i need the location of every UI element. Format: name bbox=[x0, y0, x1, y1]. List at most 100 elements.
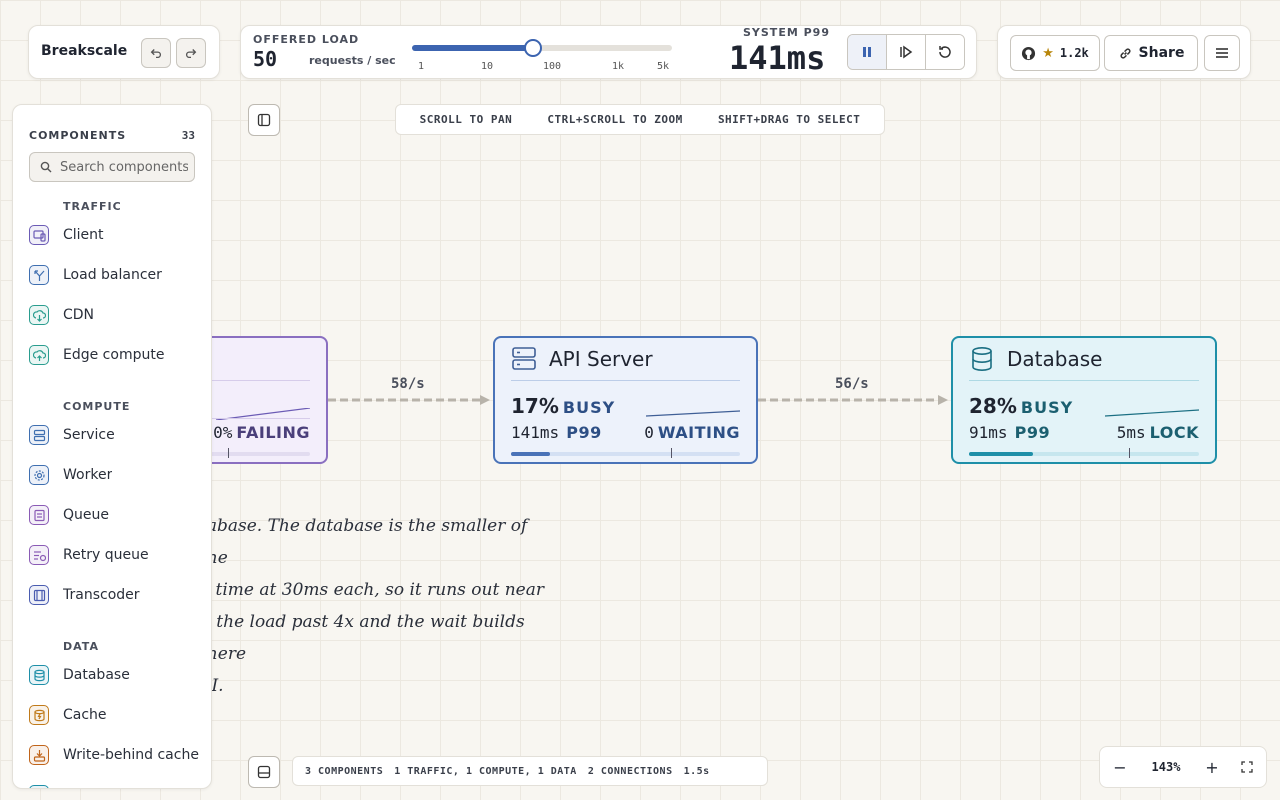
api-busy: 17% BUSY bbox=[511, 394, 615, 418]
load-slider-fill bbox=[412, 45, 533, 51]
sidebar-item-label: CDN bbox=[63, 307, 95, 323]
sidebar-item-label: Read replica bbox=[63, 787, 150, 788]
load-panel: OFFERED LOAD 50 requests / sec 1 10 100 … bbox=[240, 25, 977, 79]
sidebar-item-cdn[interactable]: CDN bbox=[29, 303, 199, 327]
sidebar-title: COMPONENTS bbox=[29, 129, 127, 142]
p99-label: P99 bbox=[1014, 423, 1051, 442]
busy-bar-fill bbox=[969, 452, 1034, 456]
edge-api-db[interactable] bbox=[758, 395, 948, 405]
load-balancer-icon bbox=[29, 265, 49, 285]
undo-icon bbox=[150, 49, 161, 59]
load-tick: 100 bbox=[542, 61, 562, 72]
edge-client-api[interactable] bbox=[328, 395, 490, 405]
share-label: Share bbox=[1138, 45, 1185, 61]
sidebar-toggle-icon bbox=[257, 113, 271, 127]
sidebar-item-queue[interactable]: Queue bbox=[29, 503, 199, 527]
status-breakdown: 1 TRAFFIC, 1 COMPUTE, 1 DATA bbox=[394, 765, 577, 777]
node-database[interactable]: Database 28% BUSY 91ms P99 5ms LOCK bbox=[951, 336, 1217, 464]
offered-load-label: OFFERED LOAD bbox=[253, 33, 360, 46]
edge-rate-label: 58/s bbox=[391, 376, 425, 392]
load-slider[interactable] bbox=[412, 39, 672, 57]
sidebar-item-label: Worker bbox=[63, 467, 113, 483]
api-waiting: 0 WAITING bbox=[644, 423, 740, 442]
system-p99-label: SYSTEM P99 bbox=[743, 26, 830, 39]
sparkline bbox=[1105, 409, 1199, 417]
cache-icon bbox=[29, 705, 49, 725]
note-line: g the load past 4x and the wait builds t… bbox=[200, 612, 525, 664]
sidebar-item-service[interactable]: Service bbox=[29, 423, 199, 447]
client-bar bbox=[198, 448, 310, 458]
canvas-hints: SCROLL TO PAN CTRL+SCROLL TO ZOOM SHIFT+… bbox=[395, 104, 885, 135]
pause-button[interactable] bbox=[848, 35, 887, 69]
worker-icon bbox=[29, 465, 49, 485]
failing-label: FAILING bbox=[236, 423, 310, 442]
sidebar-item-client[interactable]: Client bbox=[29, 223, 199, 247]
transcoder-icon bbox=[29, 585, 49, 605]
offered-load-unit: requests / sec bbox=[309, 54, 396, 67]
api-p99: 141ms P99 bbox=[511, 423, 602, 442]
read-replica-icon bbox=[29, 785, 49, 788]
node-api-server[interactable]: API Server 17% BUSY 141ms P99 0 WAITING bbox=[493, 336, 758, 464]
sidebar-item-label: Queue bbox=[63, 507, 109, 523]
database-icon bbox=[29, 665, 49, 685]
status-bar: 3 COMPONENTS 1 TRAFFIC, 1 COMPUTE, 1 DAT… bbox=[292, 756, 768, 786]
server-icon bbox=[512, 347, 536, 370]
sidebar-item-transcoder[interactable]: Transcoder bbox=[29, 583, 199, 607]
reset-button[interactable] bbox=[926, 35, 964, 69]
search-input[interactable] bbox=[60, 158, 188, 176]
db-busy-bar bbox=[969, 448, 1199, 458]
sidebar-item-read-replica[interactable]: Read replica bbox=[29, 783, 199, 788]
wait-label: WAITING bbox=[657, 423, 740, 442]
p99-label: P99 bbox=[566, 423, 602, 442]
load-tick: 1k bbox=[611, 61, 625, 72]
api-busy-bar bbox=[511, 448, 740, 458]
github-button[interactable]: ★ 1.2k bbox=[1010, 35, 1100, 71]
fit-view-button[interactable] bbox=[1232, 761, 1262, 773]
status-time: 1.5s bbox=[683, 765, 710, 777]
client-failing: 0% FAILING bbox=[213, 423, 310, 442]
sidebar-item-label: Database bbox=[63, 667, 130, 683]
canvas-note[interactable]: tabase. The database is the smaller of t… bbox=[200, 510, 560, 702]
bottom-panel-icon bbox=[257, 765, 271, 779]
undo-button[interactable] bbox=[141, 38, 171, 68]
share-button[interactable]: Share bbox=[1104, 35, 1198, 71]
database-icon bbox=[972, 346, 992, 371]
redo-icon bbox=[186, 49, 197, 59]
component-search bbox=[29, 152, 195, 182]
sidebar-item-label: Retry queue bbox=[63, 547, 149, 563]
link-icon bbox=[1120, 47, 1131, 59]
node-title: Database bbox=[1007, 347, 1103, 371]
toggle-panel-button[interactable] bbox=[248, 756, 280, 788]
reset-icon bbox=[939, 46, 951, 58]
menu-icon bbox=[1216, 48, 1228, 58]
bar-marker bbox=[228, 448, 229, 458]
sidebar-item-write-behind-cache[interactable]: Write-behind cache bbox=[29, 743, 199, 767]
minus-icon: − bbox=[1113, 757, 1127, 777]
menu-button[interactable] bbox=[1204, 35, 1240, 71]
sidebar-item-edge-compute[interactable]: Edge compute bbox=[29, 343, 199, 367]
sidebar-item-label: Client bbox=[63, 227, 104, 243]
step-button[interactable] bbox=[887, 35, 926, 69]
node-divider bbox=[969, 380, 1199, 381]
load-tick: 5k bbox=[656, 61, 670, 72]
zoom-out-button[interactable]: − bbox=[1100, 758, 1140, 777]
star-icon: ★ bbox=[1042, 45, 1054, 61]
load-slider-thumb[interactable] bbox=[523, 39, 542, 57]
write-behind-cache-icon bbox=[29, 745, 49, 765]
sidebar-item-retry-queue[interactable]: Retry queue bbox=[29, 543, 199, 567]
plus-icon: + bbox=[1205, 757, 1219, 777]
node-client[interactable]: 0% FAILING bbox=[196, 336, 328, 464]
status-connections: 2 CONNECTIONS bbox=[587, 765, 673, 777]
sidebar-item-cache[interactable]: Cache bbox=[29, 703, 199, 727]
sidebar-item-load-balancer[interactable]: Load balancer bbox=[29, 263, 199, 287]
retry-queue-icon bbox=[29, 545, 49, 565]
zoom-in-button[interactable]: + bbox=[1192, 758, 1232, 777]
redo-button[interactable] bbox=[176, 38, 206, 68]
sidebar-item-database[interactable]: Database bbox=[29, 663, 199, 687]
sidebar-item-worker[interactable]: Worker bbox=[29, 463, 199, 487]
node-divider bbox=[198, 418, 310, 419]
sidebar-item-label: Write-behind cache bbox=[63, 747, 199, 763]
db-p99: 91ms P99 bbox=[969, 423, 1050, 442]
toggle-sidebar-button[interactable] bbox=[248, 104, 280, 136]
